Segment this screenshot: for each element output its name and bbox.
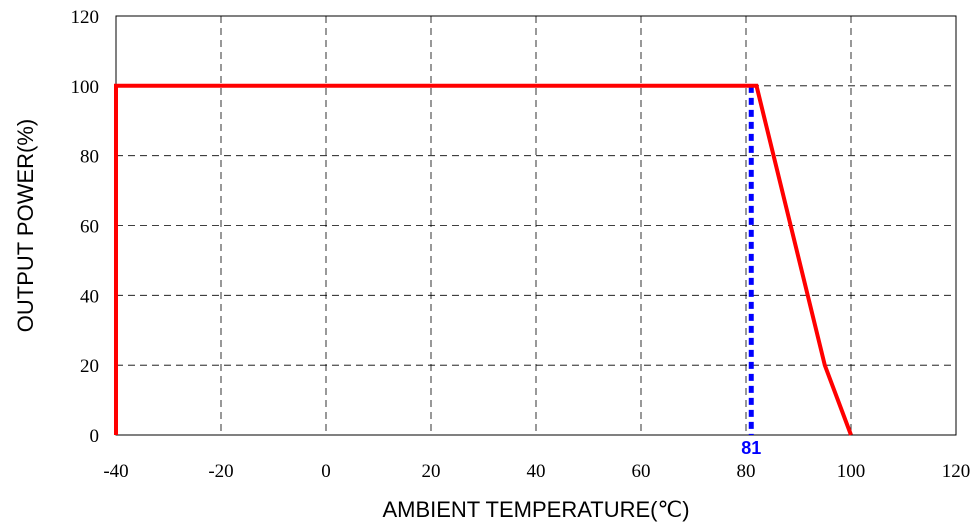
x-axis-label: AMBIENT TEMPERATURE(℃) (382, 497, 689, 522)
y-tick-labels: 0 20 40 60 80 100 120 (71, 7, 100, 447)
series-line (114, 83, 853, 436)
annotation-label: 81 (741, 438, 761, 458)
y-tick-label: 60 (80, 217, 99, 238)
x-tick-label: 80 (737, 461, 756, 482)
x-tick-label: 40 (527, 461, 546, 482)
x-tick-label: -40 (103, 461, 128, 482)
x-tick-label: 100 (837, 461, 866, 482)
y-tick-label: 100 (71, 77, 100, 98)
grid-lines (116, 16, 956, 435)
x-tick-label: 20 (422, 461, 441, 482)
annotation-layer: 81 (741, 85, 761, 458)
x-tick-label: -20 (208, 461, 233, 482)
y-tick-label: 120 (71, 7, 100, 28)
x-tick-labels: -40 -20 0 20 40 60 80 100 120 (103, 461, 970, 482)
x-tick-label: 120 (942, 461, 971, 482)
series-layer (114, 83, 853, 436)
y-tick-label: 40 (80, 286, 99, 307)
y-axis-label: OUTPUT POWER(%) (13, 119, 38, 332)
y-tick-label: 80 (80, 147, 99, 168)
x-tick-label: 0 (321, 461, 331, 482)
x-tick-label: 60 (632, 461, 651, 482)
y-tick-label: 0 (90, 426, 100, 447)
y-tick-label: 20 (80, 356, 99, 377)
